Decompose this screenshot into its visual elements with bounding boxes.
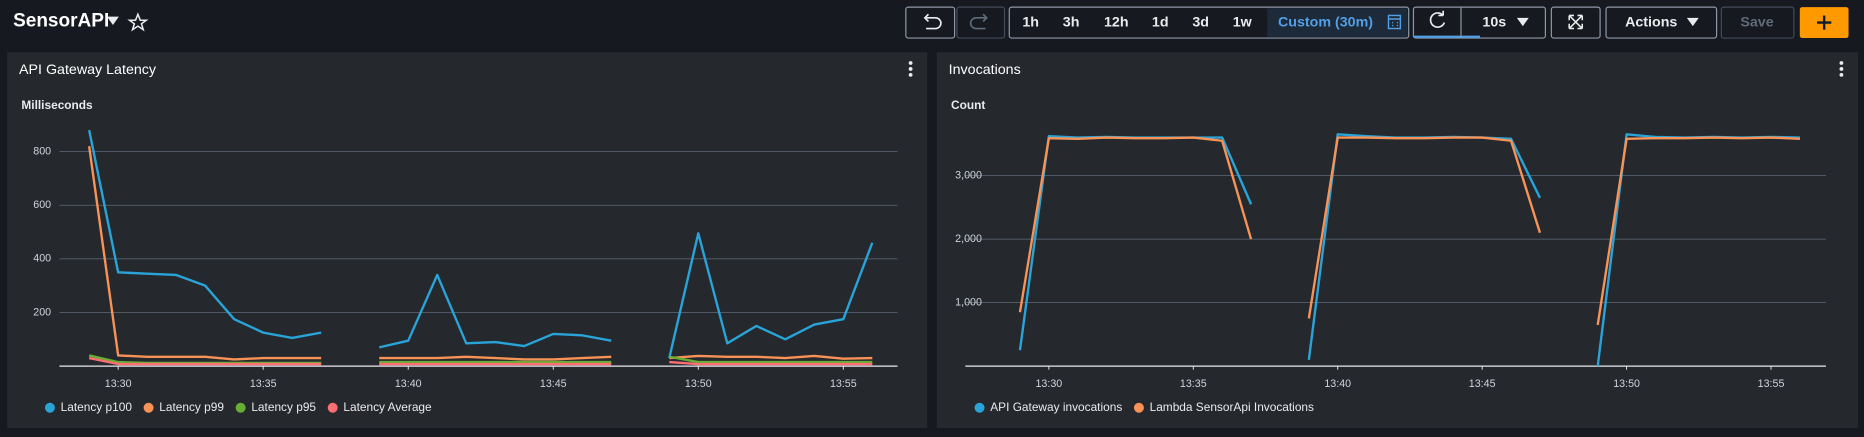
redo-frame [956,6,1006,39]
legend-swatch[interactable] [974,402,985,413]
x-tick-label: 13:45 [1469,378,1496,390]
y-axis-label: Milliseconds [21,98,93,112]
legend-label[interactable]: Lambda SensorApi Invocations [1150,400,1314,414]
widgets: API Gateway Latency Milliseconds 200 400 600… [7,52,1859,428]
save-frame [1720,6,1795,39]
calendar-detail [1388,18,1401,27]
x-tick-label: 13:50 [1613,378,1640,390]
time-range-option[interactable]: 3d [1192,14,1209,30]
add-icon [1817,15,1832,30]
widget-menu-dot[interactable] [1839,72,1844,77]
widget-panel [936,52,1859,428]
series-line [87,129,874,359]
y-tick-label: 1,000 [955,296,982,308]
fullscreen-button[interactable] [1550,6,1601,39]
refresh-group[interactable]: 10s [1412,6,1547,39]
legend-label[interactable]: Latency p95 [251,400,316,414]
chart-title: API Gateway Latency [19,62,157,78]
widget-menu-dot[interactable] [1839,67,1844,71]
x-tick-label: 13:40 [1324,378,1351,390]
chart-widget: Invocations Count 1,000 2,000 3,000 13:30 13:3… [936,52,1859,428]
add-widget-button[interactable] [1799,7,1849,39]
fullscreen-frame[interactable] [1550,6,1601,39]
legend-swatch[interactable] [235,402,246,413]
legend-label[interactable]: Latency Average [343,400,432,414]
x-tick-label: 13:40 [395,378,422,390]
redo-button [956,6,1006,39]
refresh-dropdown [1516,17,1529,27]
actions-dropdown [1686,17,1699,27]
actions-button[interactable]: Actions [1605,6,1718,39]
undo-icon [923,13,942,30]
time-range-selected [1267,8,1408,37]
y-tick-label: 600 [33,199,51,211]
widget-menu-dot[interactable] [908,72,913,77]
legend-label[interactable]: Latency p99 [159,400,224,414]
time-range-option[interactable]: Custom (30m) [1278,14,1373,30]
legend-label[interactable]: API Gateway invocations [990,400,1122,414]
legend-swatch[interactable] [44,402,55,413]
refresh-interval[interactable]: 10s [1482,14,1506,30]
calendar-icon[interactable] [1387,14,1402,30]
legend-swatch[interactable] [1133,402,1144,413]
y-tick-label: 2,000 [955,233,982,245]
title-dropdown[interactable] [106,16,119,25]
chart-widget: API Gateway Latency Milliseconds 200 400 600… [7,52,928,428]
redo-icon [969,13,988,30]
y-tick-label: 3,000 [955,169,982,181]
time-range-option[interactable]: 3h [1063,14,1080,30]
x-tick-label: 13:35 [1180,378,1207,390]
legend-swatch[interactable] [327,402,338,413]
undo-frame[interactable] [905,6,956,39]
x-tick-label: 13:35 [250,378,277,390]
x-tick-label: 13:50 [685,378,712,390]
widget-menu-dot[interactable] [1839,61,1844,65]
time-range-option[interactable]: 12h [1104,14,1129,30]
y-tick-label: 200 [33,306,51,318]
fullscreen-icon [1568,14,1584,30]
widget-panel [7,52,928,428]
chart-title: Invocations [949,62,1021,78]
time-range-list: 1h 3h 12h 1d 3d 1w Custom (30m) [1022,14,1373,30]
x-tick-label: 13:30 [105,378,132,390]
x-tick-label: 13:55 [1758,378,1785,390]
refresh-icon [1429,10,1446,28]
time-range-option[interactable]: 1d [1152,14,1169,30]
calendar-frame [1387,14,1402,30]
widget-menu-dot[interactable] [908,67,913,71]
x-tick-label: 13:30 [1035,378,1062,390]
actions-label[interactable]: Actions [1625,14,1677,30]
widget-menu-dot[interactable] [908,61,913,65]
x-tick-label: 13:55 [830,378,857,390]
x-tick-label: 13:45 [540,378,567,390]
series-line [87,146,873,361]
actions-frame[interactable] [1605,6,1718,39]
undo-button[interactable] [905,6,956,39]
favorite-star[interactable] [127,12,149,32]
y-axis-label: Count [951,98,985,112]
time-range-group [1008,6,1410,39]
dashboard-title: SensorAPI [13,10,109,31]
save-label: Save [1740,14,1773,30]
y-tick-label: 800 [33,145,51,157]
legend-swatch[interactable] [143,402,154,413]
legend-label[interactable]: Latency p100 [61,400,133,414]
save-button: Save [1720,6,1795,39]
series-line [88,356,873,366]
y-tick-label: 400 [33,253,51,265]
time-range-option[interactable]: 1w [1233,14,1253,30]
time-range-option[interactable]: 1h [1022,14,1039,30]
series-line [1018,136,1800,326]
